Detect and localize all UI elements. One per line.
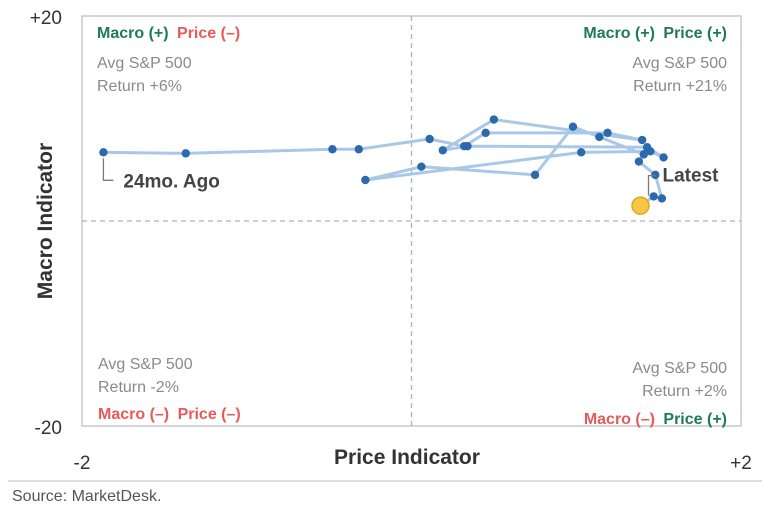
- data-point: [99, 148, 108, 157]
- data-point: [181, 149, 190, 158]
- quadrant-tr-stat1: Avg S&P 500: [632, 55, 727, 72]
- data-point: [642, 143, 652, 152]
- quadrant-tr-stat2: Return +21%: [633, 78, 727, 95]
- quadrant-bl-macro: Macro (–): [98, 406, 169, 423]
- data-point: [481, 128, 490, 138]
- data-point: [651, 170, 660, 180]
- quadrant-tl-stat2: Return +6%: [97, 78, 182, 95]
- data-point: [657, 194, 667, 203]
- start-label: 24mo. Ago: [123, 171, 219, 192]
- latest-point: [631, 196, 650, 215]
- data-point: [637, 135, 647, 145]
- data-point: [460, 141, 469, 151]
- quadrant-bl-stat1: Avg S&P 500: [98, 356, 193, 373]
- quadrant-bl-price: Price (–): [178, 406, 241, 423]
- x-tick-right: +2: [730, 453, 752, 474]
- quadrant-br-stat2: Return +2%: [642, 383, 727, 400]
- data-point: [603, 128, 612, 138]
- data-point: [595, 132, 604, 142]
- quadrant-bl-heading: Macro (–) Price (–): [98, 406, 241, 423]
- y-tick-top: +20: [30, 8, 62, 29]
- latest-label: Latest: [663, 166, 720, 187]
- quadrant-tl-price: Price (–): [177, 25, 240, 42]
- data-point: [530, 170, 540, 180]
- quadrant-tr-price: Price (+): [663, 25, 727, 42]
- data-point: [568, 122, 578, 131]
- data-point: [328, 145, 337, 154]
- data-point: [361, 175, 370, 185]
- quadrant-tr-macro: Macro (+): [583, 25, 655, 42]
- quadrant-tl-heading: Macro (+) Price (–): [97, 25, 240, 42]
- latest-leader-line: [647, 174, 656, 196]
- data-point: [417, 162, 426, 171]
- x-tick-left: -2: [74, 453, 91, 474]
- quadrant-br-price: Price (+): [663, 411, 727, 428]
- source-note: Source: MarketDesk.: [12, 488, 162, 505]
- x-axis-title: Price Indicator: [334, 446, 480, 469]
- data-point: [489, 115, 499, 124]
- data-point: [438, 146, 448, 155]
- data-point: [425, 134, 434, 144]
- data-point: [659, 153, 668, 162]
- quadrant-tr-heading: Macro (+) Price (+): [583, 25, 727, 42]
- data-point: [576, 148, 586, 157]
- quadrant-bl-stat2: Return -2%: [98, 379, 179, 396]
- data-point: [649, 192, 658, 201]
- y-tick-bottom: -20: [35, 418, 62, 439]
- data-point: [354, 145, 363, 154]
- data-point: [639, 150, 648, 159]
- data-point: [634, 157, 644, 166]
- start-leader-line: [102, 158, 114, 181]
- quadrant-br-heading: Macro (–) Price (+): [584, 411, 727, 428]
- series-path: [103, 118, 666, 207]
- quadrant-tl-macro: Macro (+): [97, 25, 169, 42]
- y-axis-title: Macro Indicator: [34, 143, 57, 299]
- quadrant-tl-stat1: Avg S&P 500: [97, 55, 192, 72]
- quadrant-br-stat1: Avg S&P 500: [632, 360, 727, 377]
- quadrant-br-macro: Macro (–): [584, 411, 655, 428]
- series-layer: [99, 115, 668, 215]
